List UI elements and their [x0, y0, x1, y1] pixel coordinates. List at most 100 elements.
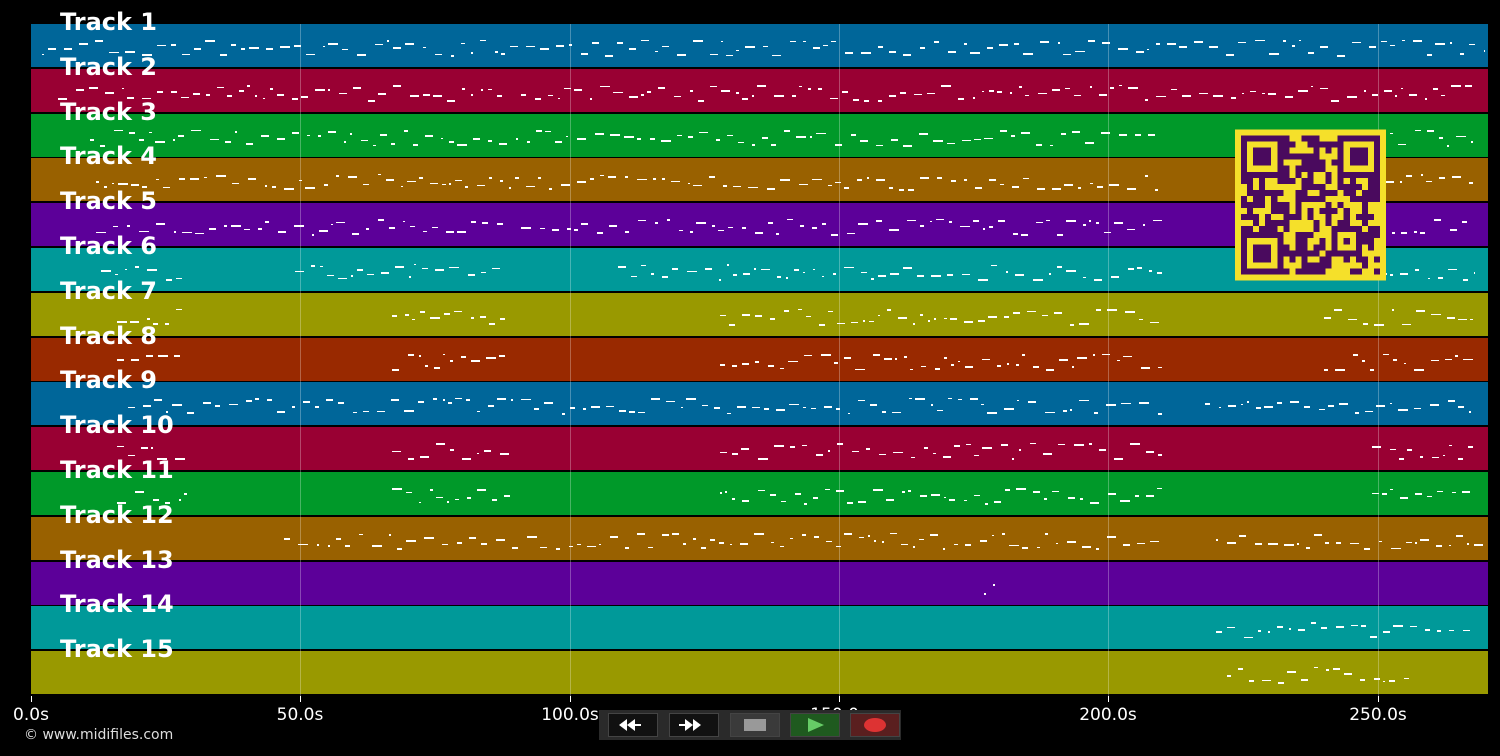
midi-note [1021, 132, 1030, 134]
midi-note [265, 221, 269, 223]
midi-note [1400, 273, 1408, 275]
midi-note [674, 96, 681, 97]
midi-note [964, 321, 973, 323]
midi-note [555, 141, 562, 143]
track-lane-11[interactable] [31, 472, 1488, 516]
midi-note [389, 534, 391, 536]
midi-note [878, 46, 883, 48]
track-lane-10[interactable] [31, 427, 1488, 471]
midi-note [1398, 144, 1406, 145]
midi-note [826, 541, 832, 542]
midi-note [951, 364, 954, 366]
midi-note [1111, 276, 1119, 278]
midi-note [822, 223, 826, 225]
midi-note [489, 177, 492, 179]
midi-note [710, 54, 718, 55]
midi-note [1102, 42, 1110, 44]
track-lane-2[interactable] [31, 69, 1488, 113]
midi-note [1205, 403, 1210, 405]
midi-note [1437, 491, 1443, 492]
track-lane-14[interactable] [31, 606, 1488, 650]
midi-note [1432, 457, 1439, 458]
midi-note [495, 51, 498, 53]
midi-note [702, 405, 708, 406]
midi-note [486, 357, 496, 359]
midi-note [847, 233, 855, 234]
midi-note [733, 186, 741, 187]
track-lane-9[interactable] [31, 382, 1488, 426]
stop-button[interactable] [730, 713, 780, 737]
midi-note [327, 275, 334, 276]
midi-note [1104, 232, 1111, 233]
midi-note [404, 130, 408, 132]
midi-note [606, 406, 614, 407]
midi-note [1311, 86, 1313, 87]
midi-note [184, 493, 188, 495]
midi-note [1379, 541, 1382, 542]
midi-note [1400, 497, 1408, 499]
midi-note [828, 311, 833, 312]
midi-note [1015, 274, 1024, 276]
track-lane-1[interactable] [31, 24, 1488, 68]
midi-note [157, 458, 167, 460]
midi-note [688, 136, 693, 138]
track-lane-7[interactable] [31, 293, 1488, 337]
midi-note [339, 93, 347, 94]
midi-note [471, 52, 473, 54]
midi-note [1407, 449, 1412, 451]
record-button[interactable] [850, 713, 900, 737]
midi-note [1404, 678, 1409, 679]
midi-note [306, 54, 315, 55]
midi-note [973, 97, 975, 99]
midi-note [540, 48, 549, 50]
midi-note [638, 412, 645, 413]
midi-note [1335, 369, 1345, 371]
midi-note [482, 222, 488, 224]
midi-note [1096, 548, 1099, 550]
track-lane-13[interactable] [31, 562, 1488, 606]
play-button[interactable] [790, 713, 840, 737]
rewind-button[interactable] [608, 713, 658, 737]
midi-note [1364, 90, 1366, 92]
midi-note [1099, 94, 1107, 96]
midi-note [821, 354, 831, 356]
midi-note [424, 537, 434, 539]
midi-note [350, 133, 352, 135]
midi-note [937, 410, 943, 411]
midi-note [577, 544, 581, 545]
midi-note [1434, 219, 1441, 221]
midi-note [141, 447, 148, 449]
midi-note [139, 231, 149, 232]
track-lane-12[interactable] [31, 517, 1488, 561]
track-lane-15[interactable] [31, 651, 1488, 695]
midi-note [357, 269, 363, 271]
midi-note [662, 46, 669, 47]
midi-note [882, 541, 884, 543]
track-lane-8[interactable] [31, 338, 1488, 382]
midi-note [244, 229, 250, 230]
midi-note [1469, 411, 1471, 413]
midi-note [461, 356, 466, 358]
midi-note [444, 313, 450, 315]
midi-note [1392, 232, 1395, 234]
midi-note [1285, 96, 1293, 98]
midi-note [895, 358, 897, 360]
track-label: Track 2 [60, 53, 158, 81]
midi-note [258, 228, 262, 230]
tick-label: 100.0s [541, 705, 599, 725]
fast-forward-button[interactable] [669, 713, 719, 737]
midi-note [261, 135, 269, 137]
midi-note [641, 265, 646, 266]
midi-note [719, 279, 721, 281]
midi-note [732, 453, 738, 455]
midi-note [142, 186, 147, 188]
midi-note [1463, 630, 1470, 631]
midi-note [96, 181, 99, 183]
piano-roll[interactable]: Track 1 Track 2 Track 3 Track 4 Track 5 Track… [31, 10, 1488, 696]
midi-note [455, 180, 462, 181]
midi-note [974, 455, 979, 456]
midi-note [326, 399, 333, 401]
midi-note [965, 544, 971, 546]
midi-note [1244, 637, 1253, 638]
midi-note [488, 405, 494, 407]
